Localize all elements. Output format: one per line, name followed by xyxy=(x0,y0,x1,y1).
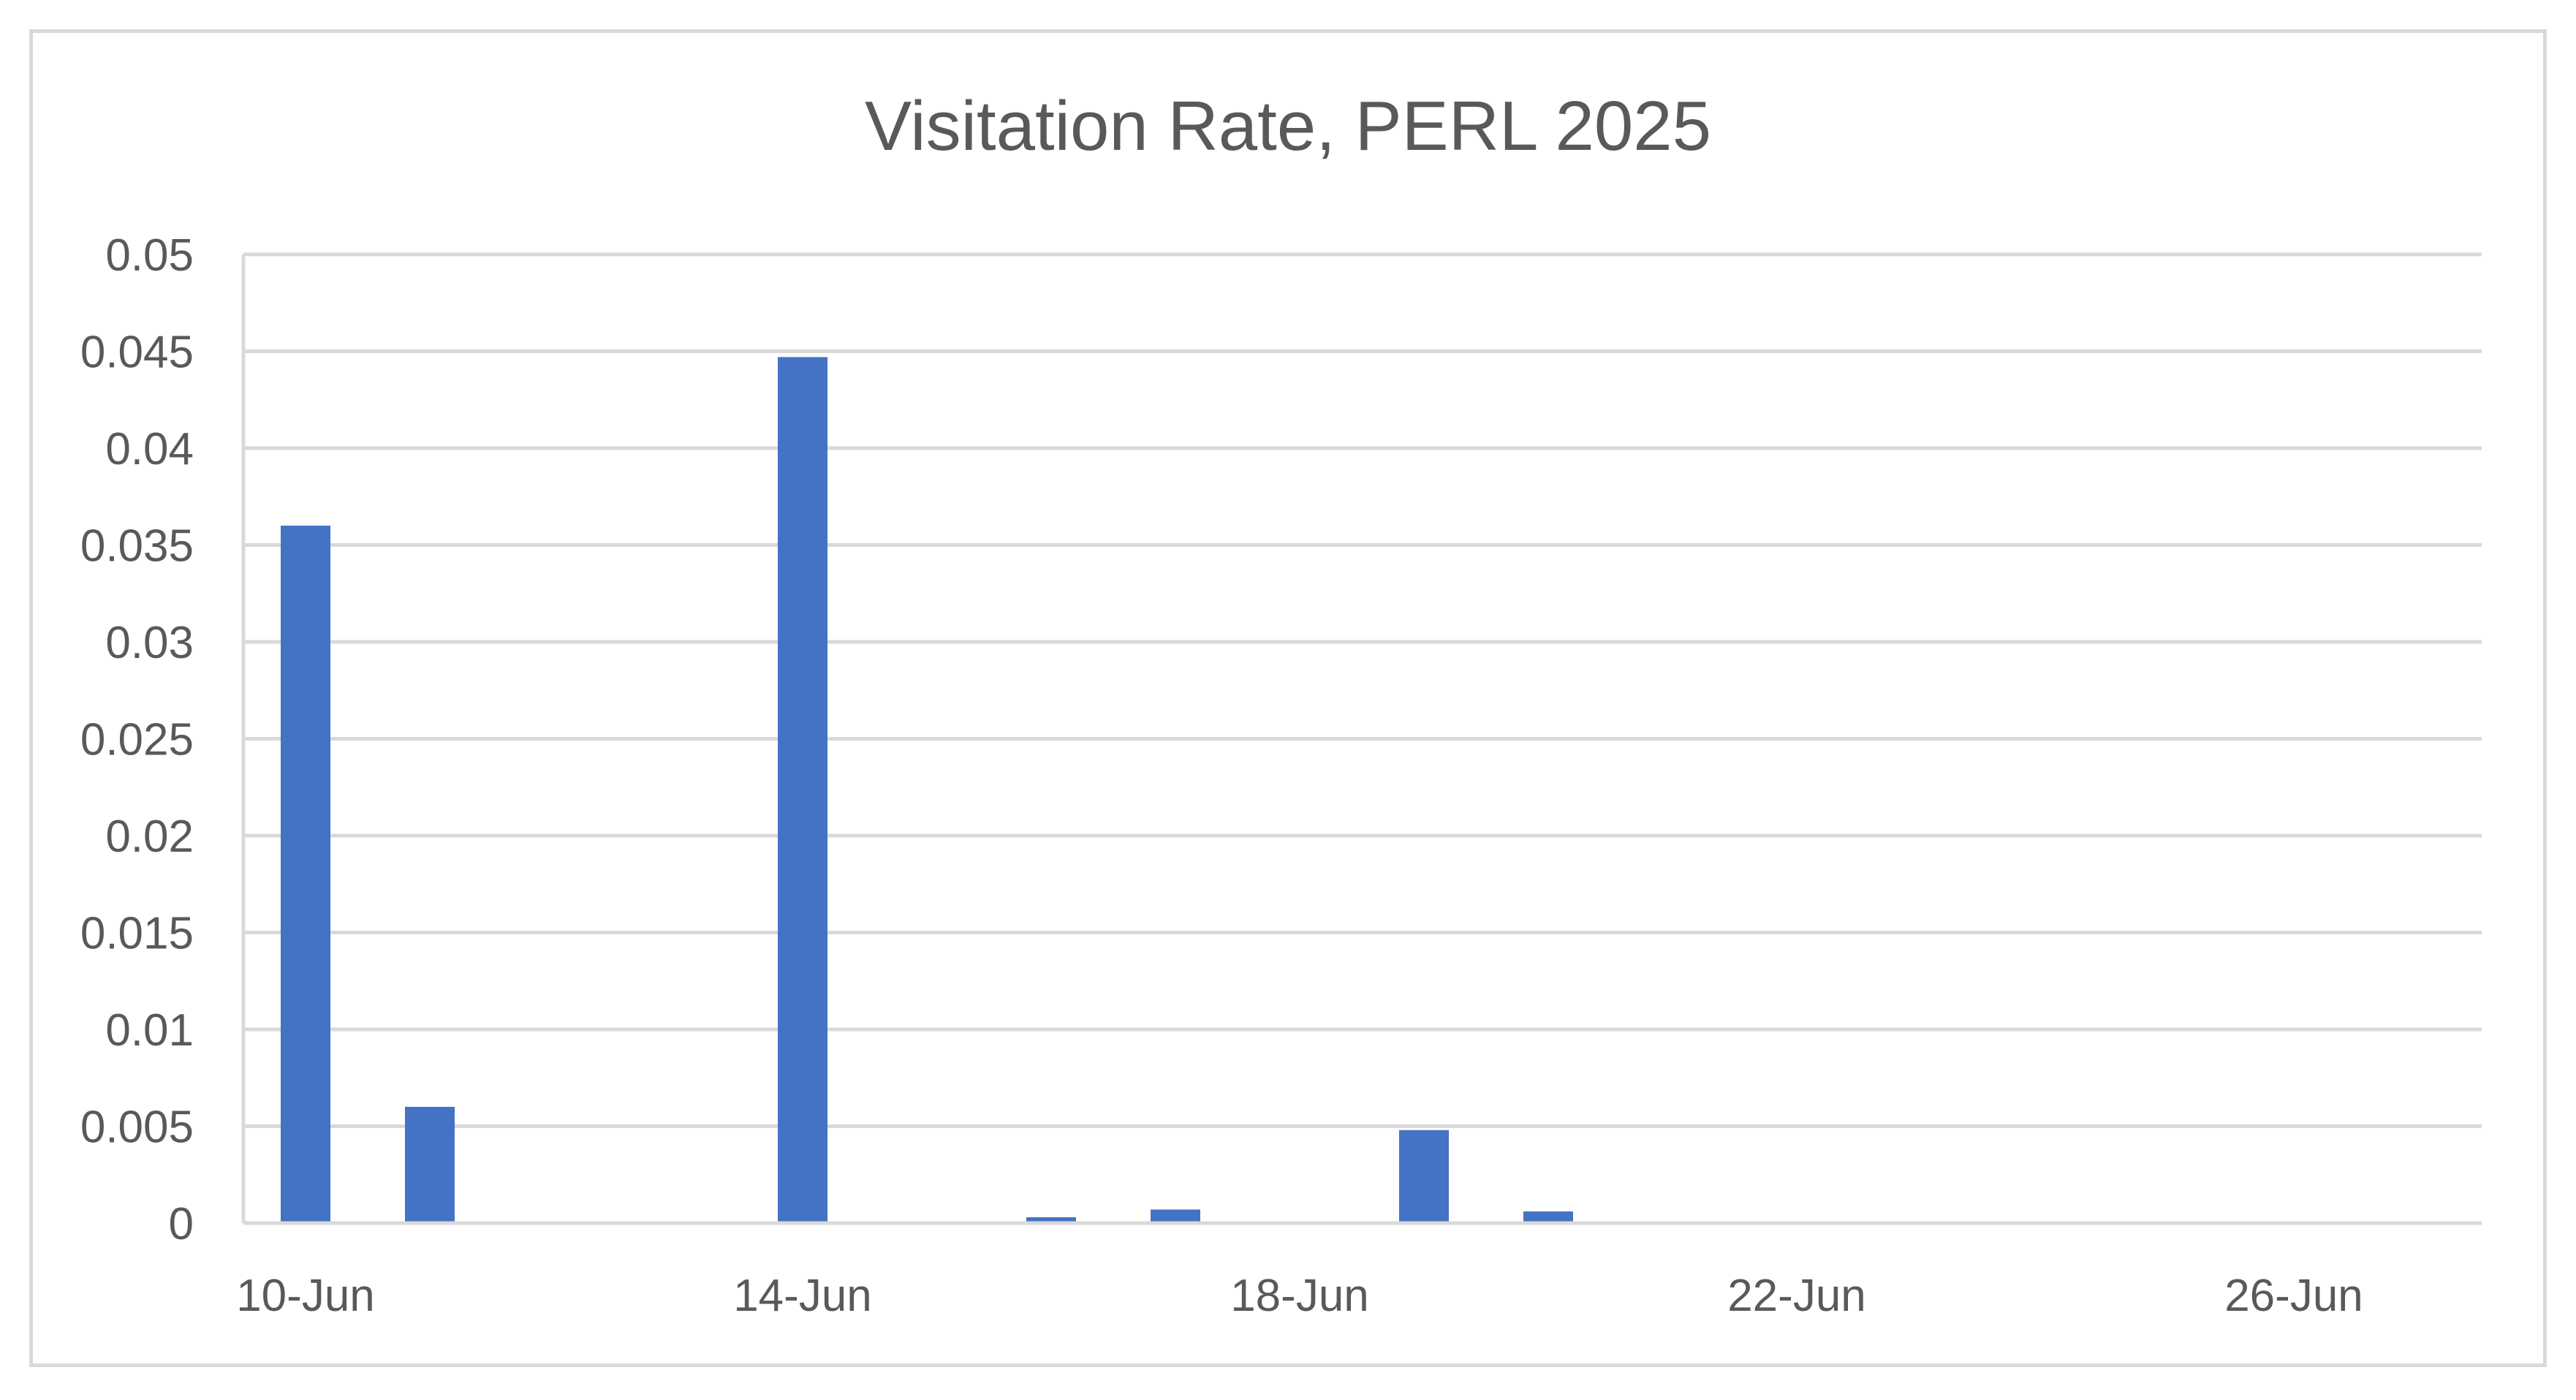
y-tick-label: 0 xyxy=(169,1199,194,1249)
grid-lines xyxy=(243,252,2482,1128)
x-tick-label: 14-Jun xyxy=(733,1271,872,1321)
bar-20-Jun xyxy=(1523,1211,1573,1223)
y-axis-tick-labels: 0 0.005 0.01 0.015 0.02 0.025 0.03 0.035 0.04 0.0… xyxy=(80,230,194,1249)
y-tick-label: 0.045 xyxy=(80,328,194,378)
y-tick-label: 0.035 xyxy=(80,521,194,572)
bar-14-Jun xyxy=(778,357,827,1224)
chart-title: Visitation Rate, PERL 2025 xyxy=(865,87,1711,165)
x-tick-label: 18-Jun xyxy=(1230,1271,1369,1321)
y-tick-label: 0.04 xyxy=(105,424,194,474)
bar-17-Jun xyxy=(1151,1209,1200,1223)
bar-11-Jun xyxy=(405,1107,455,1223)
y-tick-label: 0.02 xyxy=(105,811,194,862)
y-tick-label: 0.015 xyxy=(80,909,194,959)
y-tick-label: 0.05 xyxy=(105,230,194,281)
y-tick-label: 0.005 xyxy=(80,1102,194,1153)
x-tick-label: 26-Jun xyxy=(2224,1271,2363,1321)
bar-16-Jun xyxy=(1026,1217,1076,1223)
x-axis-tick-labels: 10-Jun 14-Jun 18-Jun 22-Jun 26-Jun xyxy=(236,1271,2363,1321)
x-tick-label: 10-Jun xyxy=(236,1271,375,1321)
bar-19-Jun xyxy=(1399,1130,1449,1223)
bar-10-Jun xyxy=(281,526,330,1223)
y-tick-label: 0.03 xyxy=(105,618,194,668)
y-tick-label: 0.01 xyxy=(105,1005,194,1056)
bars xyxy=(281,357,1573,1224)
y-tick-label: 0.025 xyxy=(80,715,194,765)
x-tick-label: 22-Jun xyxy=(1727,1271,1866,1321)
